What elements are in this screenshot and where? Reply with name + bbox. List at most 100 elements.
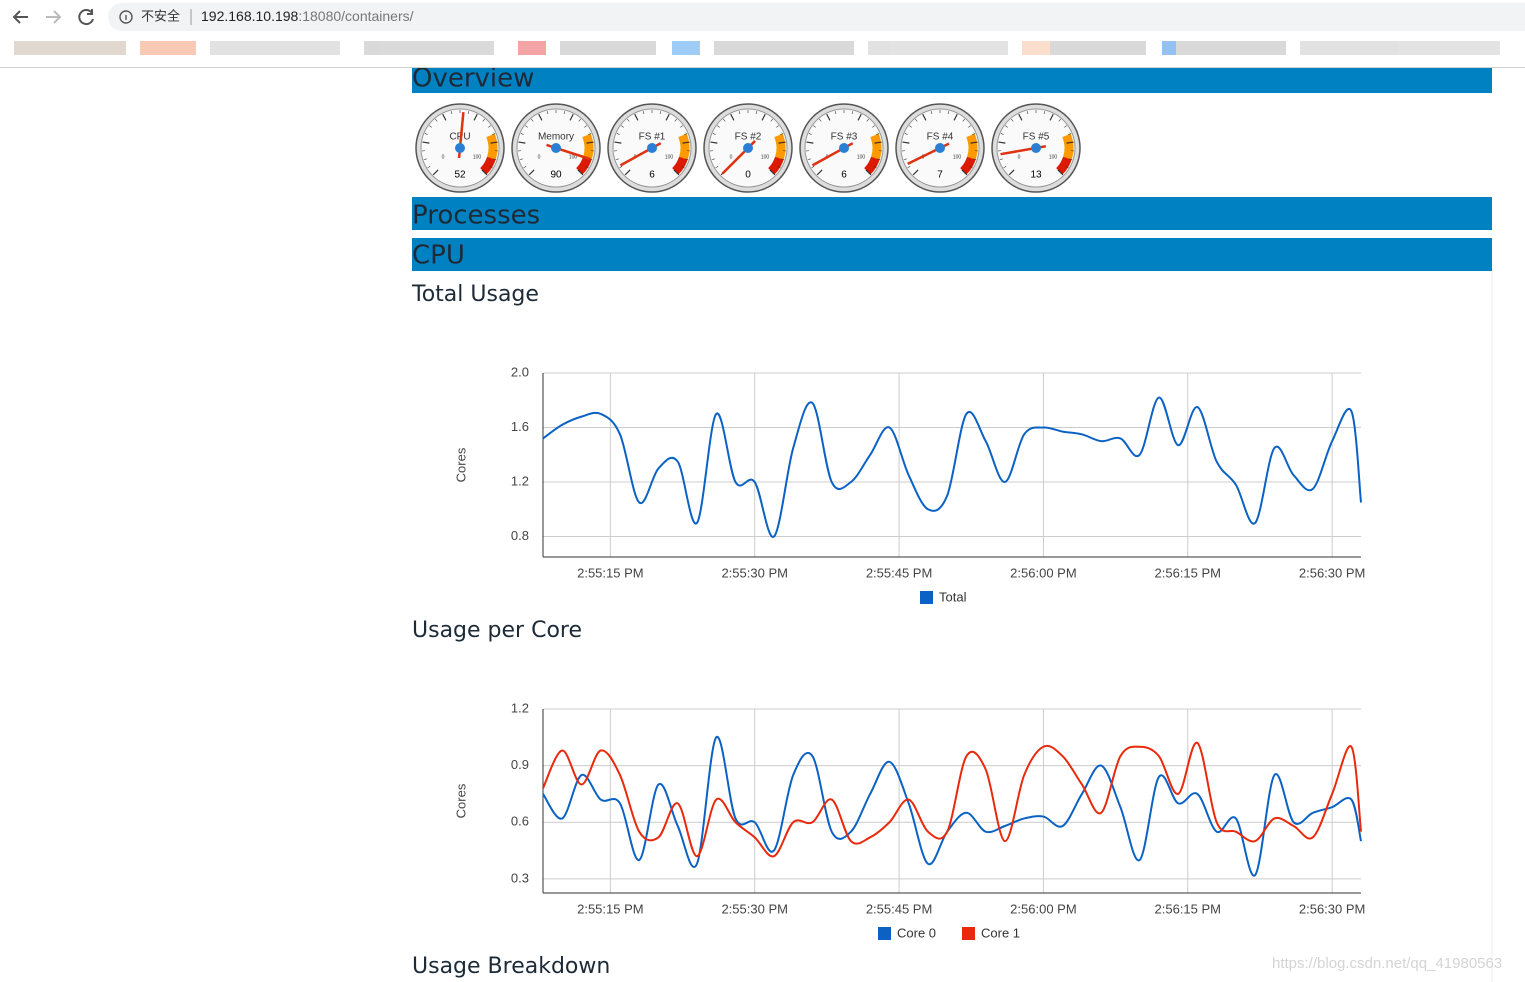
gauge-tick	[816, 169, 823, 176]
line-series	[542, 741, 1362, 858]
gauge-tick	[429, 125, 432, 128]
gauge-tick	[531, 118, 534, 122]
gauge-tick	[813, 125, 816, 128]
gauge-tick	[780, 133, 784, 135]
processes-bar[interactable]	[412, 197, 1492, 230]
cpu-bar[interactable]	[412, 238, 1492, 271]
gauge-label: FS #4	[927, 132, 954, 143]
gauge-tick	[423, 158, 427, 161]
x-tick-label: 2:55:45 PM	[866, 565, 933, 580]
gauge-tick	[738, 110, 741, 115]
gauge-tick	[873, 166, 877, 169]
legend-label: Core 1	[981, 925, 1020, 940]
x-tick-label: 2:55:45 PM	[866, 901, 933, 916]
cpu-heading[interactable]: CPU	[412, 241, 465, 271]
gauge-hub	[935, 143, 945, 153]
gauge-tick	[614, 141, 622, 144]
gauge-max: 100	[473, 154, 482, 160]
gauge-tick	[680, 125, 683, 128]
gauge-tick	[876, 133, 880, 135]
gauge-tick	[972, 133, 976, 135]
gauge-tick	[947, 110, 950, 115]
x-tick-label: 2:55:15 PM	[577, 565, 644, 580]
gauge-tick	[998, 141, 1006, 144]
y-tick-label: 1.2	[511, 473, 529, 488]
gauge-band	[774, 133, 786, 160]
gauge-label: FS #3	[831, 132, 858, 143]
info-icon[interactable]	[119, 10, 133, 24]
url[interactable]: 192.168.10.198:18080/containers/	[201, 8, 414, 24]
gauge-tick	[588, 133, 592, 135]
gauge-tick	[777, 166, 781, 169]
gauge-tick	[761, 113, 766, 121]
gauge-tick	[1064, 125, 1067, 128]
gauge-label: Memory	[538, 132, 574, 143]
gauge-tick	[619, 166, 623, 169]
gauge-tick	[715, 166, 719, 169]
gauge-value: 0	[745, 170, 751, 181]
back-button[interactable]	[12, 10, 28, 24]
url-path: :18080/containers/	[298, 8, 413, 24]
gauge-tick	[819, 118, 822, 122]
gauge-tick	[481, 169, 488, 176]
gauge-tick	[1011, 118, 1014, 122]
gauge-tick	[811, 166, 815, 169]
gauge-value: 52	[454, 170, 466, 181]
gauge-tick	[1049, 113, 1054, 121]
gauge-value: 13	[1030, 170, 1042, 181]
gauge-tick	[903, 158, 907, 161]
gauge-tick	[1003, 166, 1007, 169]
x-tick-label: 2:55:30 PM	[721, 565, 788, 580]
gauge-label: FS #1	[639, 132, 666, 143]
gauge-tick	[493, 158, 497, 161]
gauge-tick	[912, 169, 919, 176]
x-tick-label: 2:55:15 PM	[577, 901, 644, 916]
breakdown-heading: Usage Breakdown	[412, 954, 610, 979]
security-label[interactable]: 不安全	[141, 8, 180, 23]
gauge-band	[1062, 133, 1074, 160]
gauge-min: 0	[730, 154, 733, 160]
gauge-value: 6	[841, 170, 847, 181]
x-tick-label: 2:56:30 PM	[1299, 565, 1366, 580]
gauge-tick	[915, 118, 918, 122]
gauge-hub	[743, 143, 753, 153]
gauge-tick	[1000, 133, 1004, 135]
gauge-tick	[482, 118, 485, 122]
gauge-tick	[730, 113, 735, 121]
gauge-max: 100	[665, 154, 674, 160]
gauge-hub	[839, 143, 849, 153]
gauge-max: 100	[857, 154, 866, 160]
gauge-band	[678, 133, 690, 160]
legend-swatch	[920, 591, 933, 604]
gauge-hub	[647, 143, 657, 153]
reload-button[interactable]	[78, 9, 94, 26]
forward-button[interactable]	[46, 10, 62, 24]
gauge-tick	[422, 141, 430, 144]
gauge-tick	[1057, 169, 1064, 176]
gauge-tick	[866, 118, 869, 122]
gauge-tick	[902, 141, 910, 144]
charts: Total Usage 0.8 1.2 1.6 2.0 2:55:15 PM 2:55:30…	[411, 282, 1365, 940]
overview-heading: Overview	[412, 64, 534, 94]
gauge-tick	[1065, 166, 1069, 169]
gauge-tick	[1066, 141, 1074, 144]
gauge-tick	[909, 125, 912, 128]
address-bar[interactable]	[108, 3, 1525, 31]
y-tick-label: 1.2	[511, 700, 529, 715]
gauge-tick	[872, 125, 875, 128]
gauge-tick	[1058, 118, 1061, 122]
gauge-tick	[857, 113, 862, 121]
gauge-tick	[432, 169, 439, 176]
gauge-max: 100	[1049, 154, 1058, 160]
gauge-tick	[538, 113, 543, 121]
gauge-tick	[778, 141, 786, 144]
gauge-tick	[525, 125, 528, 128]
gauge-tick	[519, 158, 523, 161]
gauge-tick	[930, 110, 933, 115]
gauge-tick	[518, 141, 526, 144]
processes-heading[interactable]: Processes	[412, 201, 540, 231]
gauge-tick	[627, 118, 630, 122]
gauge-tick	[674, 118, 677, 122]
